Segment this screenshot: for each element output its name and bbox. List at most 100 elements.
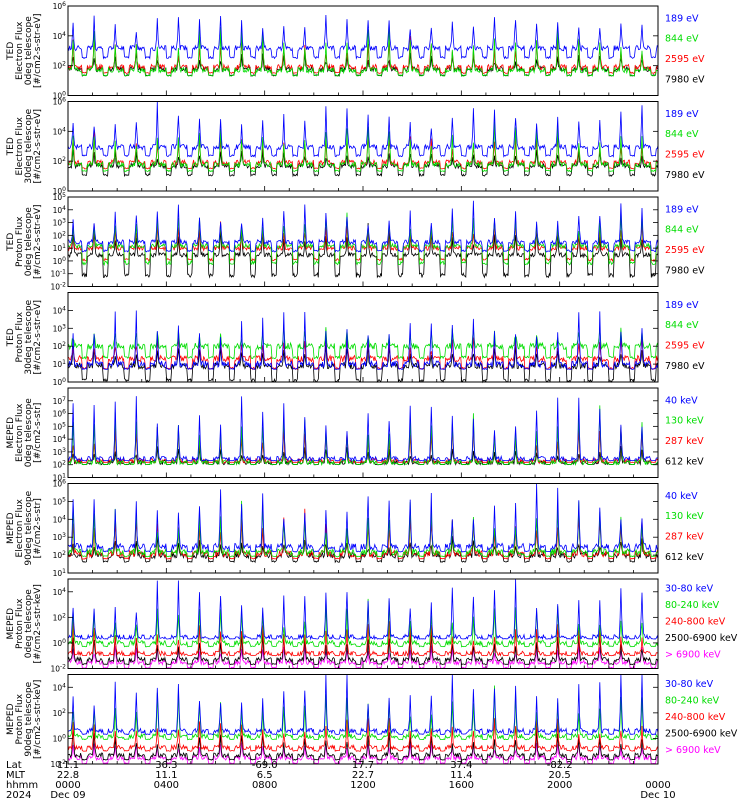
y-tick-label: 10-2	[50, 759, 66, 769]
y-tick-label: 100	[53, 91, 67, 101]
y-tick-label-exponent: 2	[62, 708, 66, 715]
y-tick-label: 102	[53, 550, 67, 560]
y-tick-label-exponent: 3	[62, 447, 66, 454]
footer-mlt-value: 22.8	[57, 770, 79, 781]
y-tick-label: 103	[53, 532, 67, 542]
footer-row-label: 2024	[6, 790, 31, 800]
y-tick-label-exponent: 5	[62, 192, 66, 199]
y-axis-label-line: Proton Flux	[15, 311, 25, 362]
series-line-2-4	[67, 101, 659, 159]
legend-entry: 844 eV	[665, 34, 699, 45]
footer-row-label: MLT	[6, 770, 26, 781]
legend-entry: 189 eV	[665, 300, 699, 311]
y-tick-label: 106	[53, 1, 67, 11]
y-tick-label-exponent: -2	[60, 759, 66, 766]
y-axis-label-line: 0deg telescope	[24, 589, 34, 659]
y-axis-label-line: 0deg telescope	[24, 398, 34, 468]
panel-2: 100 102 104 106 TEDElectron Flux30deg telesc…	[6, 97, 705, 197]
y-tick-label-exponent: -2	[60, 664, 66, 671]
legend-entry: 30-80 keV	[665, 583, 714, 594]
y-tick-label: 100	[53, 377, 67, 387]
y-axis-label: TEDProton Flux0deg telescope[#/cm2-s-str…	[6, 204, 43, 279]
y-tick-label-exponent: 0	[62, 91, 66, 98]
y-tick-label: 102	[53, 708, 67, 718]
footer-hhmm-value: 0000	[55, 780, 80, 791]
y-tick-label-exponent: 0	[62, 733, 66, 740]
series-line-3-3	[67, 212, 659, 266]
y-axis-label-line: MEPED	[6, 512, 16, 544]
y-axis-label: MEPEDProton Flux90deg telescope[#/cm2-s-…	[6, 680, 43, 759]
y-axis-label-line: [#/cm2-s-str]	[33, 403, 43, 463]
y-tick-label-exponent: 4	[62, 305, 66, 312]
y-tick-label-exponent: 0	[62, 377, 66, 384]
y-tick-label: 10-1	[50, 269, 66, 279]
legend-entry: 2595 eV	[665, 340, 705, 351]
legend-entry: 240-800 keV	[665, 712, 726, 723]
series-line-2-3	[67, 121, 659, 173]
y-tick-label: 102	[53, 230, 67, 240]
legend-entry: 7980 eV	[665, 170, 705, 181]
y-tick-label-exponent: 6	[62, 479, 66, 486]
y-tick-label: 101	[53, 568, 67, 578]
series-line-6-4	[67, 483, 659, 553]
y-tick-label: 104	[53, 126, 67, 136]
panel-7: 10-2 100 102 104 MEPEDProton Flux0deg telesc…	[6, 578, 738, 674]
footer-row-label: hhmm	[6, 780, 38, 791]
legend-entry: 2595 eV	[665, 245, 705, 256]
series-line-3-1	[67, 222, 659, 279]
panel-5: 101 102 103 104 105 106 107 MEPEDElectron Flux0…	[6, 387, 704, 483]
footer-mlt-value: 22.7	[352, 770, 374, 781]
y-axis-label-line: Proton Flux	[15, 598, 25, 649]
legend-entry: 40 keV	[665, 395, 698, 406]
y-tick-label: 102	[53, 341, 67, 351]
y-tick-label: 100	[53, 638, 67, 648]
legend-entry: 130 keV	[665, 416, 704, 427]
series-line-7-5	[67, 578, 659, 641]
series-line-7-3	[67, 621, 659, 657]
y-tick-label: 106	[53, 97, 67, 107]
y-tick-label: 104	[53, 305, 67, 315]
y-tick-label-exponent: 1	[62, 243, 66, 250]
series-line-1-4	[67, 14, 659, 60]
y-tick-label-exponent: 4	[62, 434, 66, 441]
footer-mlt-value: 6.5	[257, 770, 273, 781]
y-tick-label-exponent: 4	[62, 126, 66, 133]
footer-hhmm-value: 0800	[252, 780, 277, 791]
series-line-5-4	[67, 396, 659, 463]
y-tick-label-exponent: 6	[62, 409, 66, 416]
y-tick-label-exponent: 0	[62, 638, 66, 645]
panel-8: 10-2 100 102 104 MEPEDProton Flux90deg teles…	[6, 674, 738, 769]
legend-entry: 7980 eV	[665, 74, 705, 85]
y-tick-label-exponent: 4	[62, 514, 66, 521]
legend-entry: 240-800 keV	[665, 617, 726, 628]
legend-entry: 2595 eV	[665, 54, 705, 65]
y-axis-label-line: Proton Flux	[15, 216, 25, 267]
y-tick-label: 103	[53, 323, 67, 333]
y-tick-label-exponent: 3	[62, 218, 66, 225]
y-tick-label-exponent: 2	[62, 156, 66, 163]
y-axis-label-line: [#/cm2-s-str]	[33, 498, 43, 558]
y-axis-label-line: 0deg telescope	[24, 16, 34, 86]
y-tick-label-exponent: 4	[62, 587, 66, 594]
footer-lat-value: 17.7	[352, 760, 374, 771]
y-tick-label-exponent: 0	[62, 256, 66, 263]
footer-date-value: Dec 09	[50, 790, 85, 800]
y-tick-label-exponent: 6	[62, 97, 66, 104]
y-axis-label-line: Proton Flux	[15, 693, 25, 744]
footer-lat-value: 36.3	[155, 760, 177, 771]
y-tick-label: 102	[53, 612, 67, 622]
y-axis-label-line: 30deg telescope	[24, 108, 34, 183]
y-axis-label-line: MEPED	[6, 703, 16, 735]
y-axis-label-line: MEPED	[6, 417, 16, 449]
y-tick-label-exponent: 5	[62, 421, 66, 428]
y-tick-label-exponent: 5	[62, 496, 66, 503]
y-axis-label-line: TED	[6, 233, 16, 252]
y-tick-label: 104	[53, 514, 67, 524]
legend-entry: 80-240 keV	[665, 696, 720, 707]
footer-hhmm-value: 0400	[154, 780, 179, 791]
